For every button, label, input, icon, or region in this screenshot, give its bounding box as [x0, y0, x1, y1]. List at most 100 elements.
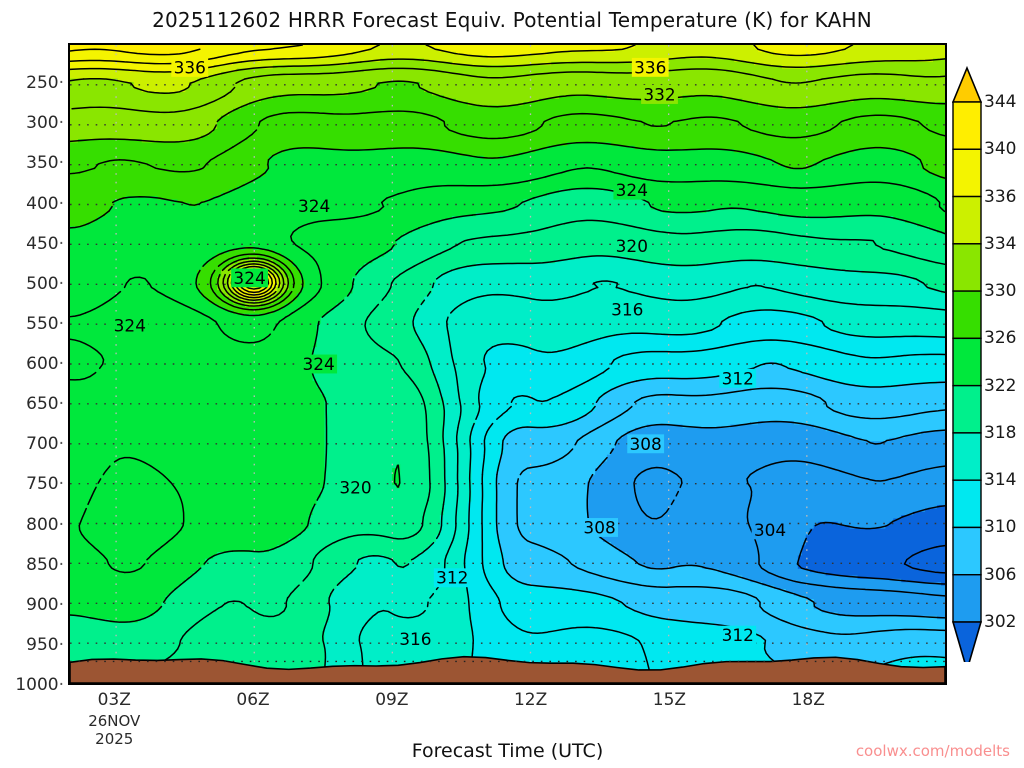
field-cell [352, 286, 433, 291]
field-cell [551, 350, 945, 355]
contour-line [892, 516, 903, 523]
field-cell [85, 222, 429, 228]
contour-line [223, 188, 235, 195]
field-cell [268, 548, 425, 553]
field-cell [264, 293, 274, 298]
field-cell [479, 390, 608, 395]
field-cell [70, 78, 119, 83]
contour-labels: 336 336 332 324 324 324 324 324 320 320 316 316 312 3… [111, 57, 789, 649]
field-cell [487, 350, 548, 355]
contour-line [430, 252, 442, 259]
field-cell [503, 444, 616, 449]
field-cell [165, 599, 330, 604]
field-cell [70, 350, 314, 355]
field-cell [579, 343, 945, 348]
field-cell [499, 454, 608, 459]
field-cell [70, 300, 210, 305]
y-tick-mark: · [58, 193, 64, 214]
field-cell [467, 545, 501, 550]
x-axis-tick-label: 06Z [236, 690, 270, 710]
y-tick-mark: · [58, 634, 64, 655]
contour-line [492, 180, 528, 187]
contour-line [230, 278, 276, 299]
field-cell [157, 609, 330, 614]
field-cell [70, 112, 230, 117]
field-cell [825, 427, 945, 432]
field-cell [396, 239, 945, 244]
field-cell [837, 330, 945, 335]
run-date-line1: 26NOV [88, 712, 141, 730]
field-cell [420, 552, 465, 557]
contour-label-backing [397, 629, 434, 649]
field-cell [901, 578, 945, 583]
field-cell [284, 269, 302, 275]
field-cell [885, 525, 945, 530]
contour-line [456, 427, 459, 433]
contour-line [913, 507, 930, 514]
field-cell [70, 172, 266, 177]
field-cell [70, 81, 135, 86]
field-cell [233, 290, 238, 295]
field-cell [762, 364, 783, 369]
field-cell [587, 515, 902, 520]
contour-line [227, 265, 235, 272]
y-tick-mark: · [58, 313, 64, 334]
contour-line [278, 316, 287, 323]
contour-line [426, 499, 429, 506]
contour-line [98, 363, 104, 370]
field-cell [443, 444, 473, 449]
colorbar-tick-label: 334 [984, 233, 1017, 254]
contour-line [382, 609, 426, 619]
contour-line [410, 554, 420, 561]
field-cell [384, 253, 945, 258]
contour-line [207, 554, 216, 561]
field-cell [70, 562, 206, 567]
contour-line [526, 227, 548, 233]
field-cell [141, 88, 186, 93]
field-cell [70, 538, 290, 543]
field-cell [276, 545, 429, 550]
field-cell [316, 343, 425, 348]
field-cell [324, 444, 445, 449]
contour-label: 312 [436, 568, 468, 588]
field-cell [463, 575, 513, 580]
field-cell [479, 394, 604, 399]
field-cell [70, 397, 326, 402]
field-cell [431, 286, 930, 291]
field-cell [308, 525, 441, 530]
field-cell [205, 558, 357, 563]
field-cell [499, 535, 600, 540]
field-cell [70, 444, 326, 449]
contour-line [746, 473, 753, 497]
contour-line [481, 431, 488, 472]
field-cell [646, 565, 676, 570]
field-cell [201, 290, 222, 295]
field-cell [722, 95, 945, 100]
field-cell [70, 353, 314, 358]
field-cell [268, 162, 779, 167]
field-cell [626, 431, 839, 436]
field-cell [173, 588, 334, 594]
field-cell [70, 605, 163, 610]
field-cell [364, 263, 477, 268]
field-cell [70, 122, 218, 127]
field-cell [320, 387, 441, 392]
field-cell [328, 310, 417, 315]
field-cell [495, 501, 588, 506]
contour-line [233, 184, 245, 191]
field-cell [622, 602, 815, 607]
field-cell [730, 572, 827, 577]
contour-line [796, 554, 945, 585]
contour-line [414, 308, 419, 314]
contour-line [190, 622, 198, 629]
contour-line [314, 290, 320, 297]
contour-line [728, 312, 743, 318]
field-cell [316, 384, 441, 389]
field-cell [809, 165, 922, 170]
contour-line [574, 439, 579, 446]
field-cell [507, 568, 719, 573]
field-cell [70, 642, 326, 647]
field-cell [328, 619, 473, 624]
field-cell [70, 253, 218, 258]
field-cell [598, 337, 945, 342]
